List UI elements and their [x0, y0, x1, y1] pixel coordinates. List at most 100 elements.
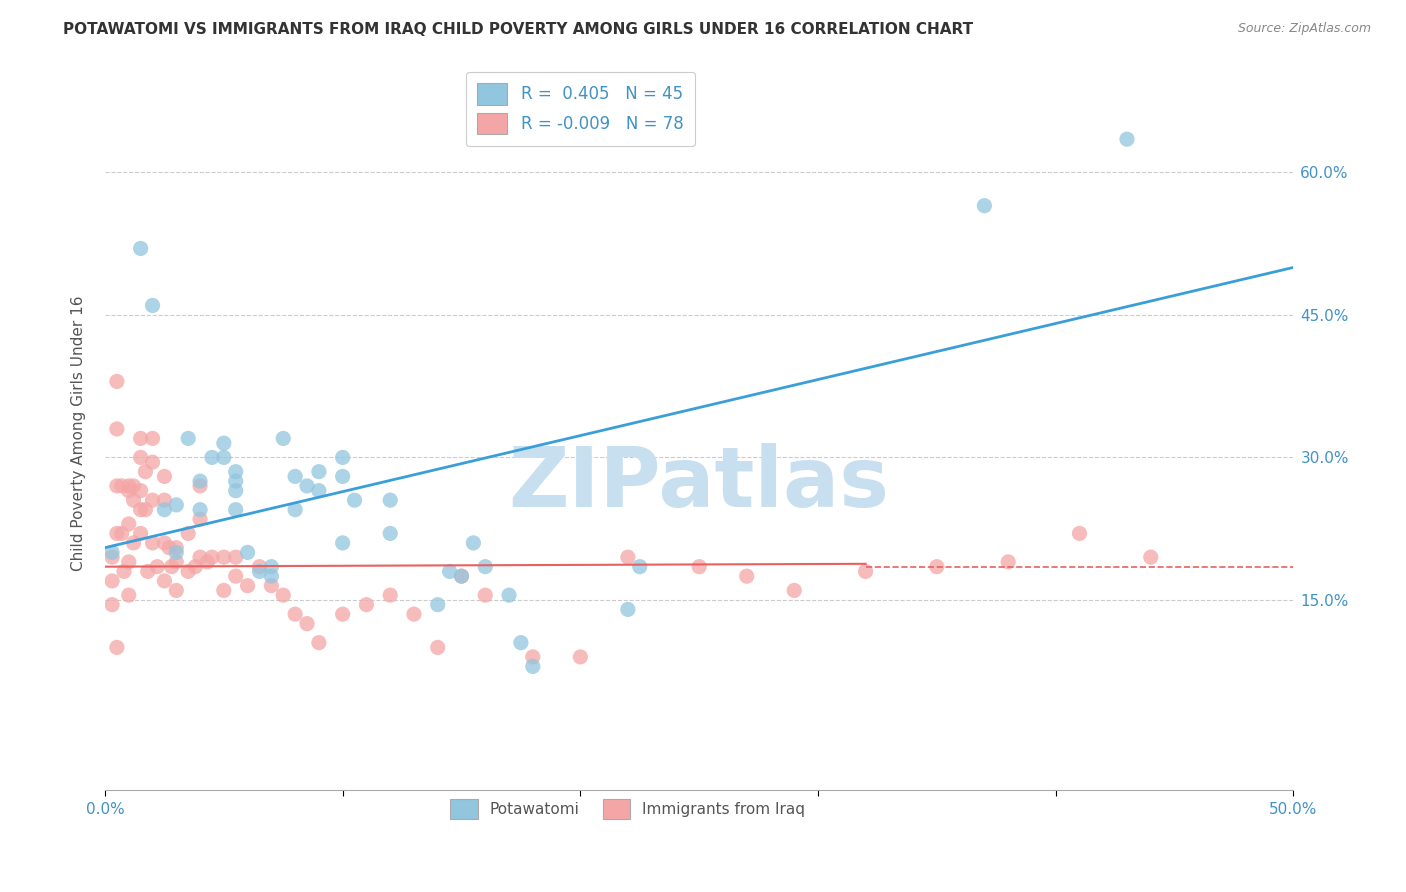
Point	[153, 502, 176, 516]
Point	[188, 474, 211, 488]
Point	[136, 565, 159, 579]
Point	[735, 569, 758, 583]
Point	[225, 502, 247, 516]
Point	[1116, 132, 1139, 146]
Point	[260, 559, 283, 574]
Point	[134, 502, 156, 516]
Point	[105, 422, 128, 436]
Point	[332, 607, 354, 622]
Point	[236, 545, 259, 559]
Text: POTAWATOMI VS IMMIGRANTS FROM IRAQ CHILD POVERTY AMONG GIRLS UNDER 16 CORRELATIO: POTAWATOMI VS IMMIGRANTS FROM IRAQ CHILD…	[63, 22, 973, 37]
Point	[177, 526, 200, 541]
Point	[510, 635, 533, 649]
Point	[122, 479, 145, 493]
Point	[1139, 550, 1161, 565]
Point	[201, 550, 224, 565]
Point	[925, 559, 948, 574]
Point	[201, 450, 224, 465]
Point	[260, 579, 283, 593]
Point	[522, 659, 544, 673]
Point	[160, 559, 183, 574]
Y-axis label: Child Poverty Among Girls Under 16: Child Poverty Among Girls Under 16	[72, 296, 86, 572]
Point	[101, 550, 124, 565]
Point	[522, 649, 544, 664]
Point	[177, 565, 200, 579]
Point	[129, 450, 152, 465]
Point	[356, 598, 378, 612]
Point	[188, 502, 211, 516]
Point	[426, 640, 449, 655]
Point	[118, 483, 141, 498]
Point	[380, 588, 402, 602]
Point	[141, 455, 163, 469]
Point	[212, 436, 235, 450]
Point	[260, 569, 283, 583]
Point	[111, 526, 134, 541]
Point	[225, 569, 247, 583]
Point	[332, 536, 354, 550]
Point	[308, 483, 330, 498]
Point	[105, 375, 128, 389]
Point	[973, 199, 995, 213]
Point	[105, 479, 128, 493]
Point	[188, 550, 211, 565]
Point	[157, 541, 180, 555]
Point	[101, 545, 124, 559]
Point	[165, 545, 187, 559]
Point	[380, 526, 402, 541]
Point	[141, 298, 163, 312]
Point	[1069, 526, 1091, 541]
Legend: Potawatomi, Immigrants from Iraq: Potawatomi, Immigrants from Iraq	[444, 793, 811, 825]
Point	[129, 432, 152, 446]
Point	[236, 579, 259, 593]
Point	[118, 516, 141, 531]
Point	[308, 635, 330, 649]
Point	[284, 607, 307, 622]
Point	[284, 502, 307, 516]
Point	[212, 450, 235, 465]
Point	[688, 559, 710, 574]
Point	[118, 479, 141, 493]
Point	[271, 432, 294, 446]
Point	[498, 588, 520, 602]
Point	[628, 559, 651, 574]
Point	[225, 474, 247, 488]
Point	[426, 598, 449, 612]
Point	[112, 565, 135, 579]
Point	[105, 640, 128, 655]
Point	[129, 502, 152, 516]
Point	[101, 574, 124, 588]
Point	[129, 242, 152, 256]
Point	[249, 559, 271, 574]
Point	[141, 493, 163, 508]
Text: Source: ZipAtlas.com: Source: ZipAtlas.com	[1237, 22, 1371, 36]
Point	[332, 469, 354, 483]
Point	[308, 465, 330, 479]
Point	[212, 550, 235, 565]
Point	[146, 559, 169, 574]
Point	[783, 583, 806, 598]
Point	[122, 493, 145, 508]
Point	[118, 555, 141, 569]
Point	[463, 536, 485, 550]
Point	[295, 616, 318, 631]
Point	[569, 649, 592, 664]
Text: ZIPatlas: ZIPatlas	[509, 443, 890, 524]
Point	[134, 465, 156, 479]
Point	[184, 559, 207, 574]
Point	[129, 483, 152, 498]
Point	[118, 588, 141, 602]
Point	[141, 432, 163, 446]
Point	[165, 583, 187, 598]
Point	[225, 483, 247, 498]
Point	[439, 565, 461, 579]
Point	[474, 559, 496, 574]
Point	[111, 479, 134, 493]
Point	[380, 493, 402, 508]
Point	[141, 536, 163, 550]
Point	[474, 588, 496, 602]
Point	[188, 512, 211, 526]
Point	[105, 526, 128, 541]
Point	[153, 493, 176, 508]
Point	[343, 493, 366, 508]
